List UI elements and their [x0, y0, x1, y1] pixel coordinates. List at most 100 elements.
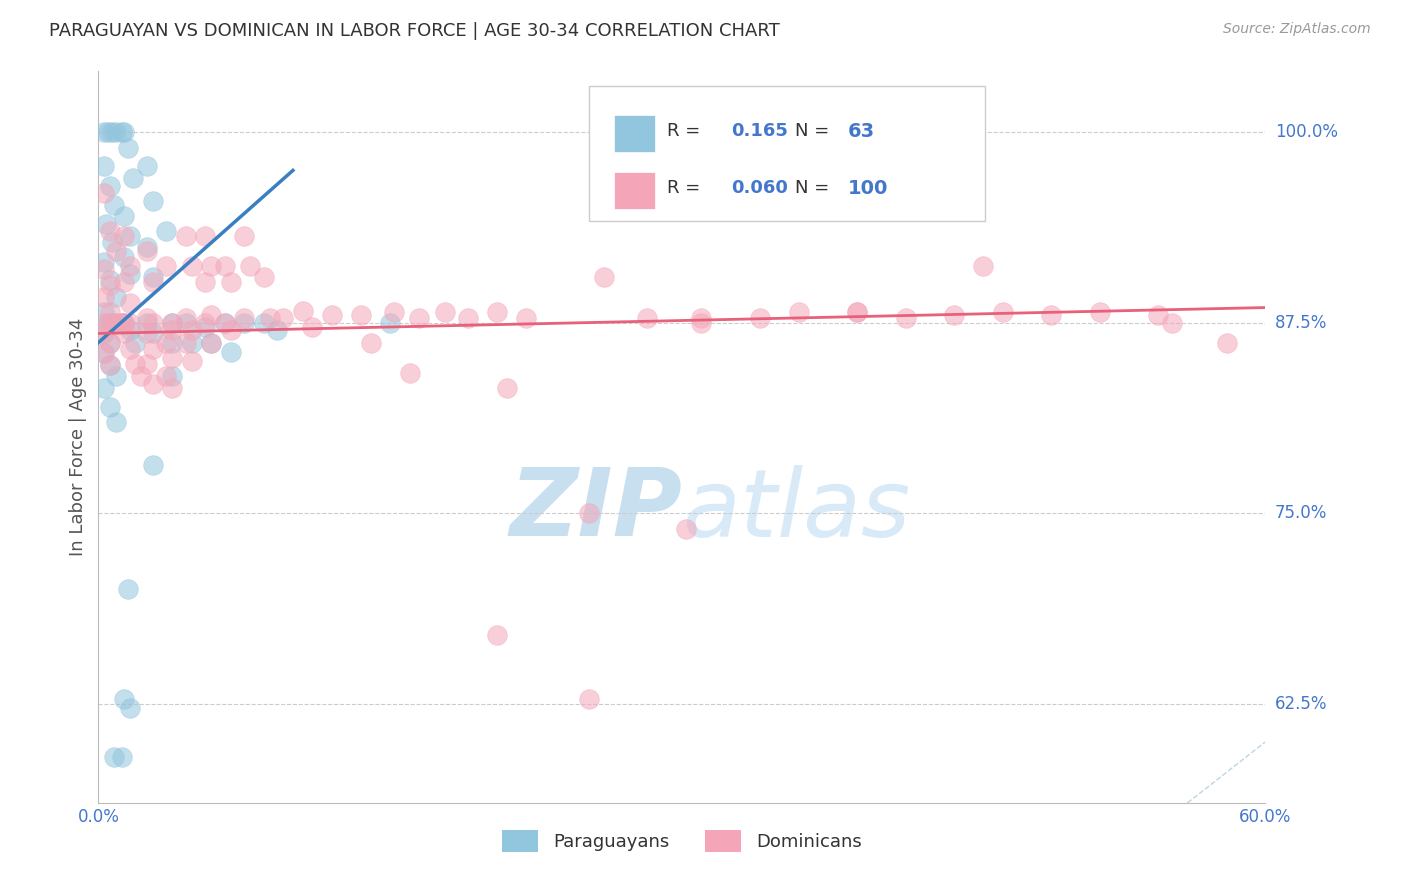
Point — [690, 311, 713, 326]
Point — [219, 275, 242, 289]
Point — [93, 125, 115, 139]
Point — [93, 381, 115, 395]
Point — [142, 342, 165, 356]
Point — [180, 354, 202, 368]
Point — [98, 316, 121, 330]
Point — [162, 351, 184, 365]
Point — [233, 229, 256, 244]
Point — [233, 316, 256, 330]
Text: 87.5%: 87.5% — [1275, 314, 1327, 332]
Point — [93, 346, 115, 360]
Point — [321, 308, 343, 322]
Text: 100: 100 — [848, 179, 889, 198]
Point — [112, 250, 135, 264]
Point — [180, 335, 202, 350]
Point — [219, 344, 242, 359]
Point — [97, 125, 120, 139]
Point — [104, 316, 127, 330]
Point — [486, 628, 509, 642]
Point — [239, 260, 262, 274]
Point — [98, 305, 121, 319]
Point — [408, 311, 430, 326]
Point — [194, 320, 217, 334]
Point — [748, 311, 770, 326]
Point — [93, 316, 115, 330]
Point — [142, 326, 165, 341]
Point — [301, 320, 323, 334]
Point — [101, 125, 124, 139]
Point — [117, 582, 139, 597]
Point — [486, 305, 509, 319]
Point — [118, 342, 141, 356]
Text: Source: ZipAtlas.com: Source: ZipAtlas.com — [1223, 22, 1371, 37]
Point — [214, 260, 236, 274]
Point — [93, 290, 115, 304]
Point — [162, 335, 184, 350]
Text: 0.060: 0.060 — [731, 179, 787, 197]
Point — [142, 194, 165, 208]
Point — [111, 316, 134, 330]
Point — [846, 305, 869, 319]
Point — [93, 159, 115, 173]
Point — [1215, 335, 1237, 350]
Point — [398, 366, 420, 380]
Point — [93, 262, 115, 277]
Point — [200, 335, 222, 350]
Point — [350, 308, 373, 322]
Y-axis label: In Labor Force | Age 30-34: In Labor Force | Age 30-34 — [69, 318, 87, 557]
Point — [1147, 308, 1170, 322]
Point — [219, 323, 242, 337]
Text: N =: N = — [796, 122, 830, 140]
Point — [180, 260, 202, 274]
Point — [174, 311, 197, 326]
Point — [118, 267, 141, 281]
Point — [104, 125, 127, 139]
Point — [112, 209, 135, 223]
Point — [124, 335, 146, 350]
Point — [118, 323, 141, 337]
Point — [174, 316, 197, 330]
FancyBboxPatch shape — [589, 86, 986, 221]
Point — [155, 335, 177, 350]
Point — [136, 326, 159, 341]
Point — [98, 400, 121, 414]
Text: 100.0%: 100.0% — [1275, 123, 1337, 141]
Point — [991, 305, 1014, 319]
Point — [636, 311, 658, 326]
Point — [136, 159, 159, 173]
Text: R =: R = — [666, 122, 706, 140]
Point — [93, 346, 115, 360]
Point — [118, 296, 141, 310]
Point — [496, 381, 519, 395]
Point — [93, 305, 115, 319]
Point — [98, 178, 121, 193]
Point — [142, 316, 165, 330]
Point — [174, 229, 197, 244]
Point — [360, 335, 382, 350]
FancyBboxPatch shape — [614, 115, 655, 152]
Point — [98, 359, 121, 373]
Point — [846, 305, 869, 319]
Point — [124, 357, 146, 371]
Point — [136, 244, 159, 259]
Point — [101, 235, 124, 249]
Point — [382, 305, 405, 319]
Point — [93, 255, 115, 269]
Point — [690, 316, 713, 330]
Point — [253, 270, 276, 285]
Point — [98, 277, 121, 292]
Point — [142, 458, 165, 472]
Point — [111, 125, 134, 139]
Point — [111, 316, 134, 330]
Point — [593, 270, 616, 285]
Point — [200, 260, 222, 274]
Point — [578, 692, 600, 706]
Point — [772, 122, 794, 136]
Point — [98, 224, 121, 238]
Point — [162, 369, 184, 384]
Point — [136, 311, 159, 326]
Point — [98, 335, 121, 350]
Point — [180, 323, 202, 337]
Point — [98, 273, 121, 287]
Point — [104, 369, 127, 384]
